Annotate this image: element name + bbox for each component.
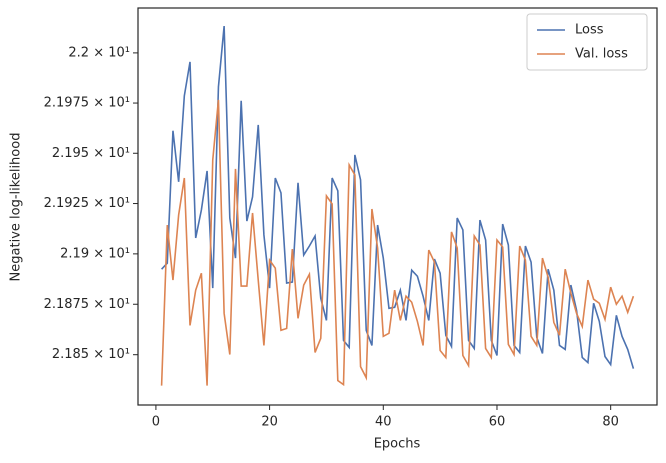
legend-box <box>526 13 648 71</box>
y-tick-label: 2.195 × 10¹ <box>52 146 130 161</box>
y-tick-label: 2.1925 × 10¹ <box>44 196 130 211</box>
x-tick-label: 20 <box>261 415 278 430</box>
y-tick-label: 2.19 × 10¹ <box>60 246 130 261</box>
x-tick-label: 0 <box>152 415 160 430</box>
y-tick-label: 2.2 × 10¹ <box>68 45 130 60</box>
x-axis-label: Epochs <box>374 437 421 452</box>
line <box>160 99 635 387</box>
y-tick-label: 2.1875 × 10¹ <box>44 297 130 312</box>
y-tick-label: 2.1975 × 10¹ <box>44 96 130 111</box>
x-tick-label: 40 <box>375 415 392 430</box>
x-tick-label: 60 <box>489 415 506 430</box>
y-axis-label: Negative log-likelihood <box>9 133 24 282</box>
legend-label: Loss <box>575 23 604 38</box>
x-tick-label: 80 <box>602 415 619 430</box>
y-tick-label: 2.185 × 10¹ <box>52 347 130 362</box>
plot-frame <box>137 7 658 406</box>
line <box>161 25 635 369</box>
legend-label: Val. loss <box>575 47 628 62</box>
